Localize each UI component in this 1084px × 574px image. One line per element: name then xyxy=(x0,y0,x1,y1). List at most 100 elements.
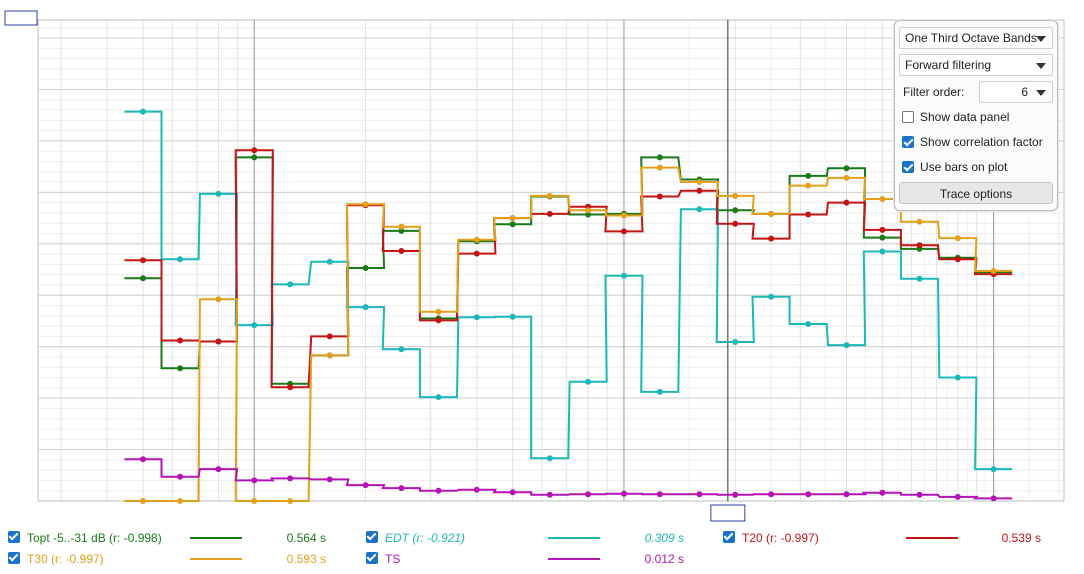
data-point xyxy=(805,172,812,179)
data-point xyxy=(251,498,258,504)
data-point xyxy=(916,242,923,249)
filter-order-dropdown[interactable]: 6 xyxy=(979,81,1053,103)
data-point xyxy=(509,215,516,222)
data-point xyxy=(177,473,184,480)
data-point xyxy=(656,154,663,161)
data-point xyxy=(546,210,553,217)
data-point xyxy=(326,352,333,359)
filter-mode-dropdown[interactable]: Forward filtering xyxy=(899,54,1053,76)
data-point xyxy=(916,218,923,225)
data-point xyxy=(879,226,886,233)
topt-checkbox[interactable] xyxy=(8,531,20,543)
t20-legend-label: T20 (r: -0.997) xyxy=(742,531,819,545)
data-point xyxy=(954,256,961,263)
series-line-3 xyxy=(124,166,1013,502)
data-point xyxy=(287,281,294,288)
data-point xyxy=(879,234,886,241)
data-point xyxy=(954,374,961,381)
data-point xyxy=(585,207,592,214)
data-point xyxy=(473,314,480,321)
data-point xyxy=(215,190,222,197)
data-point xyxy=(215,338,222,345)
y-top-label-box xyxy=(4,10,38,26)
data-point xyxy=(990,268,997,274)
data-point xyxy=(585,491,592,498)
ts-checkbox[interactable] xyxy=(366,552,378,564)
data-point xyxy=(435,308,442,315)
data-point xyxy=(362,482,369,489)
use-bars-label: Use bars on plot xyxy=(920,160,1008,174)
data-point xyxy=(177,337,184,344)
data-point xyxy=(805,491,812,498)
data-point xyxy=(546,491,553,498)
edt-checkbox[interactable] xyxy=(366,531,378,543)
t30-legend-value: 0.593 s xyxy=(286,552,326,566)
legend: Topt -5..-31 dB (r: -0.998) 0.564 s EDT … xyxy=(0,524,1084,574)
chevron-down-icon xyxy=(1036,36,1046,42)
trace-options-button[interactable]: Trace options xyxy=(899,182,1053,204)
data-point xyxy=(696,206,703,213)
data-point xyxy=(435,394,442,401)
data-point xyxy=(140,257,146,264)
chart-grid xyxy=(37,19,1065,502)
edt-legend-label: EDT (r: -0.921) xyxy=(385,531,466,545)
data-point xyxy=(768,235,775,242)
data-point xyxy=(287,475,294,482)
data-point xyxy=(326,333,333,340)
data-point xyxy=(140,498,146,504)
data-point xyxy=(696,187,703,194)
data-point xyxy=(732,220,739,227)
frequency-cursor[interactable] xyxy=(710,20,746,522)
data-point xyxy=(473,250,480,257)
ts-legend-value: 0.012 s xyxy=(644,552,684,566)
t30-checkbox[interactable] xyxy=(8,552,20,564)
topt-legend-value: 0.564 s xyxy=(286,531,326,545)
data-point xyxy=(843,174,850,181)
data-point xyxy=(990,495,997,502)
topt-legend-label: Topt -5..-31 dB (r: -0.998) xyxy=(27,531,162,545)
show-data-panel-checkbox[interactable] xyxy=(902,111,914,123)
ts-legend-swatch xyxy=(548,558,600,560)
data-point xyxy=(177,365,184,372)
trace-settings-panel: One Third Octave Bands Forward filtering… xyxy=(894,20,1058,211)
t30-legend-swatch xyxy=(190,558,242,560)
band-mode-dropdown[interactable]: One Third Octave Bands xyxy=(899,27,1053,49)
data-point xyxy=(879,196,886,202)
data-point xyxy=(177,498,184,504)
data-point xyxy=(398,485,405,492)
data-point xyxy=(362,304,369,311)
data-point xyxy=(696,179,703,185)
cursor-label-box xyxy=(710,504,746,522)
data-point xyxy=(326,476,333,483)
t20-checkbox[interactable] xyxy=(723,531,735,543)
data-point xyxy=(140,275,146,282)
t20-legend-swatch xyxy=(906,537,958,539)
data-point xyxy=(621,490,627,497)
data-point xyxy=(326,258,333,265)
data-point xyxy=(177,256,184,263)
data-point xyxy=(656,193,663,200)
data-point xyxy=(509,313,516,320)
data-point xyxy=(215,466,222,473)
t20-legend-value: 0.539 s xyxy=(1001,531,1041,545)
show-correlation-checkbox[interactable] xyxy=(902,136,914,148)
band-mode-value: One Third Octave Bands xyxy=(905,31,1037,45)
data-point xyxy=(509,221,516,228)
data-point xyxy=(879,489,886,496)
data-point xyxy=(732,207,739,214)
data-point xyxy=(843,165,850,172)
data-point xyxy=(954,235,961,242)
filter-order-label: Filter order: xyxy=(903,85,965,99)
data-point xyxy=(843,342,850,349)
data-point xyxy=(287,384,294,391)
data-point xyxy=(287,498,294,504)
chevron-down-icon xyxy=(1036,90,1046,96)
data-point xyxy=(362,201,369,208)
data-point xyxy=(656,491,663,498)
data-point xyxy=(732,491,739,498)
filter-mode-value: Forward filtering xyxy=(905,58,992,72)
t30-legend-label: T30 (r: -0.997) xyxy=(27,552,104,566)
use-bars-checkbox[interactable] xyxy=(902,161,914,173)
rt-chart[interactable] xyxy=(0,0,1084,524)
data-point xyxy=(398,227,405,234)
